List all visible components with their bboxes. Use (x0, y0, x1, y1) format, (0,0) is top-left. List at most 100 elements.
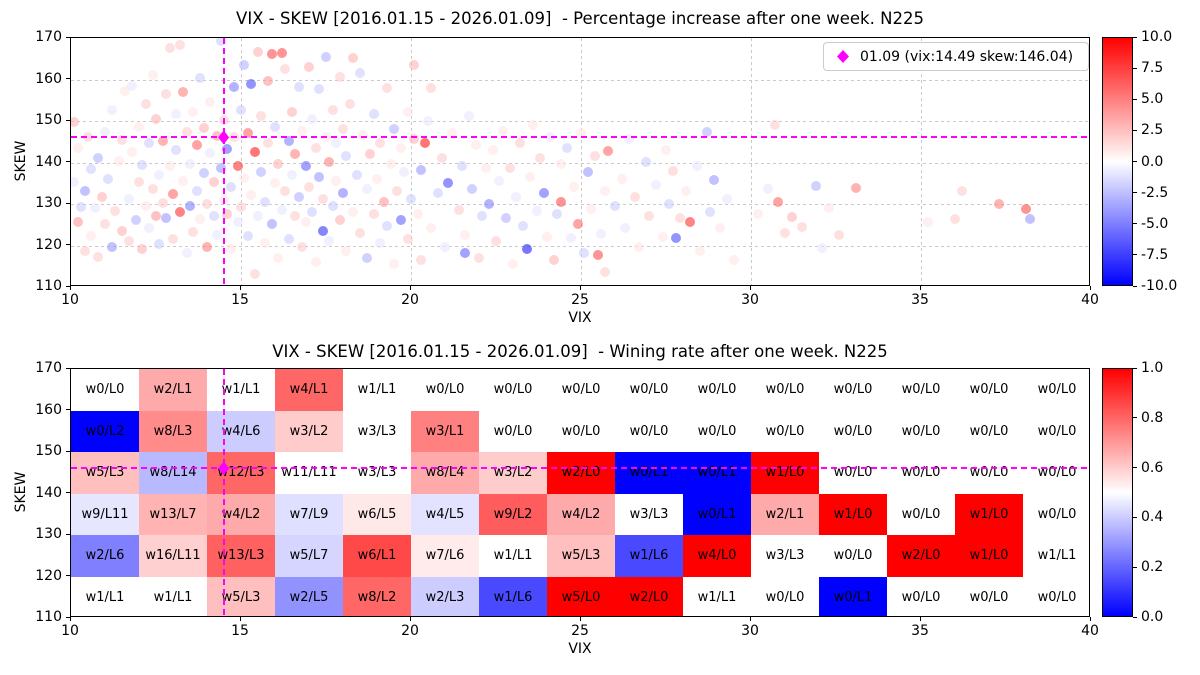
heatmap-cell: w8/L2 (343, 576, 411, 616)
scatter-point (810, 180, 821, 191)
colorbar-tick-label: 1.0 (1141, 360, 1164, 376)
heatmap-cell: w4/L1 (275, 369, 343, 411)
scatter-point (661, 144, 671, 155)
scatter-point (100, 218, 110, 229)
scatter-point (256, 167, 267, 178)
x-tick-mark (749, 286, 751, 290)
colorbar-tick-label: 0.0 (1141, 609, 1164, 625)
top-chart-title: VIX - SKEW [2016.01.15 - 2026.01.09] - P… (236, 9, 924, 28)
x-tick-label: 25 (571, 292, 589, 308)
scatter-point (195, 72, 206, 83)
scatter-point (453, 204, 464, 215)
top-plot-area (70, 37, 1090, 286)
scatter-point (174, 206, 185, 217)
colorbar-tick-label: -7.5 (1141, 246, 1169, 263)
heatmap-cell: w1/L6 (479, 576, 547, 616)
scatter-point (123, 235, 134, 246)
crosshair-vline (222, 369, 225, 616)
scatter-point (242, 231, 253, 242)
scatter-point (174, 39, 185, 50)
scatter-point (71, 116, 80, 127)
scatter-point (324, 235, 335, 246)
scatter-point (572, 219, 583, 230)
scatter-point (76, 201, 87, 212)
heatmap-cell: w2/L5 (275, 576, 343, 616)
scatter-point (412, 208, 423, 219)
scatter-point (259, 238, 270, 248)
gridline-vertical (921, 38, 922, 285)
y-tick-label: 110 (35, 278, 62, 294)
x-tick-mark (919, 286, 921, 290)
heatmap-cell: w0/L0 (479, 369, 547, 411)
scatter-point (640, 157, 651, 168)
scatter-point (416, 165, 427, 176)
bottom-chart-title: VIX - SKEW [2016.01.15 - 2026.01.09] - W… (272, 342, 888, 361)
scatter-point (586, 204, 597, 215)
heatmap-cell: w9/L2 (479, 493, 547, 535)
scatter-point (773, 197, 784, 208)
scatter-point (222, 144, 233, 155)
scatter-point (263, 138, 274, 149)
scatter-point (409, 134, 420, 145)
scatter-point (361, 252, 372, 263)
heatmap-cell: w4/L2 (547, 493, 615, 535)
heatmap-cell: w7/L9 (275, 493, 343, 535)
y-tick-mark (66, 492, 70, 493)
scatter-point (389, 123, 399, 134)
x-tick-mark (69, 617, 71, 621)
heatmap-cell: w4/L0 (683, 535, 751, 577)
colorbar-tick-label: 0.6 (1141, 459, 1164, 476)
heatmap-cell: w0/L0 (615, 410, 683, 452)
heatmap-cell: w0/L0 (955, 369, 1023, 411)
scatter-point (344, 98, 355, 109)
x-tick-label: 10 (61, 623, 79, 639)
scatter-point (368, 109, 379, 120)
heatmap-cell: w3/L3 (751, 535, 819, 577)
scatter-point (106, 105, 117, 116)
scatter-point (402, 233, 413, 244)
heatmap-cell: w5/L7 (275, 535, 343, 577)
bottom-plot-area: w0/L0 w2/L1 w1/L1 w4/L1 w1/L1 w0/L0 w0/L0 w0/L0… (70, 368, 1090, 617)
colorbar-tick-label: 0.4 (1141, 509, 1164, 526)
scatter-point (72, 143, 83, 154)
scatter-point (715, 223, 726, 234)
scatter-point (297, 125, 308, 136)
scatter-point (290, 148, 301, 159)
scatter-point (120, 86, 131, 97)
scatter-point (633, 242, 644, 253)
scatter-point (596, 229, 607, 240)
heatmap-cell: w0/L0 (887, 369, 955, 411)
heatmap-cell: w1/L0 (751, 452, 819, 494)
y-tick-label: 140 (35, 484, 62, 501)
scatter-point (769, 119, 780, 130)
scatter-point (341, 150, 352, 161)
y-tick-label: 160 (35, 401, 62, 418)
crosshair-vline (222, 38, 225, 285)
scatter-point (599, 267, 610, 278)
scatter-point (440, 242, 450, 253)
colorbar-tick-mark (1133, 192, 1137, 194)
scatter-point (202, 242, 212, 253)
scatter-point (395, 142, 406, 153)
y-tick-mark (66, 119, 70, 121)
scatter-point (314, 84, 325, 95)
scatter-point (470, 140, 481, 151)
colorbar-tick-mark (1133, 516, 1137, 518)
scatter-point (263, 76, 274, 87)
heatmap-cell: w1/L1 (71, 576, 139, 616)
scatter-point (399, 167, 410, 178)
heatmap-cell: w6/L1 (343, 535, 411, 577)
scatter-point (324, 157, 335, 168)
heatmap-cell: w5/L3 (71, 452, 139, 494)
scatter-point (239, 173, 250, 184)
scatter-point (433, 188, 444, 199)
heatmap-cell: w0/L0 (751, 369, 819, 411)
scatter-point (589, 150, 600, 161)
colorbar-tick-label: -2.5 (1141, 184, 1169, 201)
colorbar-tick-label: 2.5 (1141, 122, 1164, 139)
heatmap-cell: w0/L1 (615, 452, 683, 494)
scatter-point (504, 162, 515, 173)
scatter-point (956, 185, 967, 196)
scatter-point (110, 205, 121, 216)
scatter-point (763, 184, 773, 195)
